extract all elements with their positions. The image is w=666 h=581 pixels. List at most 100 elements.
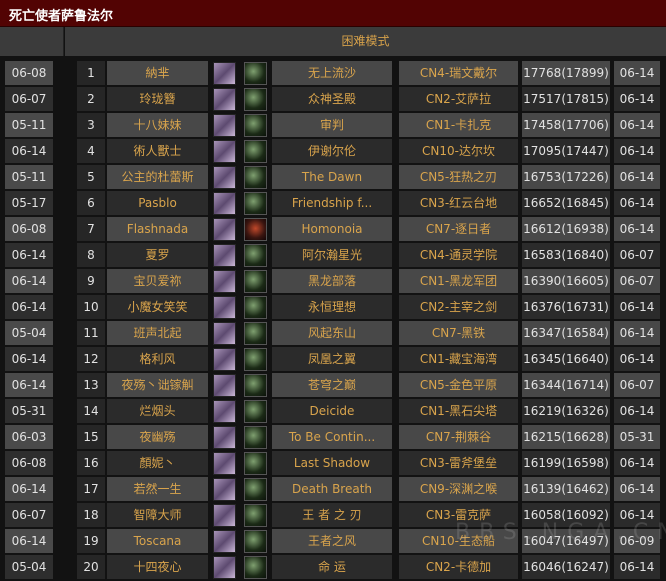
title-bar: 死亡使者萨鲁法尔 — [0, 0, 666, 27]
player-name-cell[interactable]: 烂烟头 — [107, 399, 208, 423]
class-emblem-icon — [213, 426, 236, 449]
guild-cell[interactable]: 永恒理想 — [272, 295, 392, 319]
realm-cell: CN3-雷克萨 — [399, 503, 518, 527]
rank-cell: 4 — [77, 139, 105, 163]
table-row[interactable]: 06-14 8 夏罗 阿尔瀚星光 CN4-通灵学院 16583(16840) 06-07 — [0, 243, 666, 267]
date-cell: 06-07 — [614, 243, 660, 267]
rank-cell: 3 — [77, 113, 105, 137]
player-name-cell[interactable]: 顏妮丶 — [107, 451, 208, 475]
guild-cell[interactable]: 苍穹之巅 — [272, 373, 392, 397]
player-name-cell[interactable]: 夜殇丶诎镓觓 — [107, 373, 208, 397]
score-cell: 16347(16584) — [522, 321, 610, 345]
spec-icon — [244, 88, 267, 111]
guild-cell[interactable]: To Be Contin... — [272, 425, 392, 449]
player-name-cell[interactable]: 公主的杜蕾斯 — [107, 165, 208, 189]
player-name-cell[interactable]: Toscana — [107, 529, 208, 553]
player-name-cell[interactable]: Pasblo — [107, 191, 208, 215]
table-row[interactable]: 06-07 2 玲珑簪 众神圣殿 CN2-艾萨拉 17517(17815) 06-14 — [0, 87, 666, 111]
table-row[interactable]: 05-11 3 十八妹妹 审判 CN1-卡扎克 17458(17706) 06-14 — [0, 113, 666, 137]
realm-cell: CN1-黑石尖塔 — [399, 399, 518, 423]
spec-icon — [244, 322, 267, 345]
guild-cell[interactable]: 无上流沙 — [272, 61, 392, 85]
guild-cell[interactable]: Friendship f... — [272, 191, 392, 215]
class-emblem-icon — [213, 166, 236, 189]
table-row[interactable]: 05-17 6 Pasblo Friendship f... CN3-红云台地 16652… — [0, 191, 666, 215]
date-cell: 06-14 — [614, 399, 660, 423]
realm-cell: CN2-主宰之剑 — [399, 295, 518, 319]
rank-cell: 11 — [77, 321, 105, 345]
guild-cell[interactable]: The Dawn — [272, 165, 392, 189]
realm-cell: CN2-卡德加 — [399, 555, 518, 579]
table-row[interactable]: 06-14 9 宝贝爱祢 黑龙部落 CN1-黑龙军团 16390(16605) 06-07 — [0, 269, 666, 293]
guild-cell[interactable]: 凤凰之翼 — [272, 347, 392, 371]
table-row[interactable]: 06-03 15 夜幽殇 To Be Contin... CN7-荆棘谷 16215(16… — [0, 425, 666, 449]
left-date-cell: 06-07 — [5, 87, 53, 111]
realm-cell: CN4-瑞文戴尔 — [399, 61, 518, 85]
player-name-cell[interactable]: 小魔女笑笑 — [107, 295, 208, 319]
table-row[interactable]: 06-14 4 術人獸士 伊谢尔伦 CN10-达尔坎 17095(17447) 06-14 — [0, 139, 666, 163]
date-cell: 06-14 — [614, 555, 660, 579]
score-cell: 16215(16628) — [522, 425, 610, 449]
guild-cell[interactable]: Death Breath — [272, 477, 392, 501]
class-emblem-icon — [213, 530, 236, 553]
table-row[interactable]: 05-11 5 公主的杜蕾斯 The Dawn CN5-狂热之刃 16753(17226)… — [0, 165, 666, 189]
realm-cell: CN1-黑龙军团 — [399, 269, 518, 293]
spec-icon — [244, 114, 267, 137]
realm-cell: CN3-红云台地 — [399, 191, 518, 215]
guild-cell[interactable]: 伊谢尔伦 — [272, 139, 392, 163]
guild-cell[interactable]: Deicide — [272, 399, 392, 423]
player-name-cell[interactable]: 夜幽殇 — [107, 425, 208, 449]
player-name-cell[interactable]: 術人獸士 — [107, 139, 208, 163]
date-cell: 05-31 — [614, 425, 660, 449]
player-name-cell[interactable]: 智障大师 — [107, 503, 208, 527]
table-row[interactable]: 06-14 13 夜殇丶诎镓觓 苍穹之巅 CN5-金色平原 16344(16714) 06-… — [0, 373, 666, 397]
score-cell: 16583(16840) — [522, 243, 610, 267]
player-name-cell[interactable]: 若然一生 — [107, 477, 208, 501]
spec-icon — [244, 452, 267, 475]
score-cell: 16344(16714) — [522, 373, 610, 397]
guild-cell[interactable]: 黑龙部落 — [272, 269, 392, 293]
date-cell: 06-14 — [614, 347, 660, 371]
guild-cell[interactable]: 审判 — [272, 113, 392, 137]
player-name-cell[interactable]: 班声北起 — [107, 321, 208, 345]
score-cell: 16058(16092) — [522, 503, 610, 527]
date-cell: 06-14 — [614, 503, 660, 527]
player-name-cell[interactable]: 格利风 — [107, 347, 208, 371]
left-date-cell: 05-11 — [5, 113, 53, 137]
difficulty-header[interactable]: 困难模式 — [65, 27, 666, 56]
left-date-cell: 06-14 — [5, 529, 53, 553]
score-cell: 17768(17899) — [522, 61, 610, 85]
table-row[interactable]: 05-31 14 烂烟头 Deicide CN1-黑石尖塔 16219(16326) 06-… — [0, 399, 666, 423]
table-row[interactable]: 06-14 19 Toscana 王者之风 CN10-生态船 16047(16497) 06… — [0, 529, 666, 553]
table-row[interactable]: 06-14 17 若然一生 Death Breath CN9-深渊之喉 16139(164… — [0, 477, 666, 501]
table-row[interactable]: 06-08 1 納芈 无上流沙 CN4-瑞文戴尔 17768(17899) 06-14 — [0, 61, 666, 85]
watermark: BBS.NGA.CN — [455, 520, 666, 545]
date-cell: 06-14 — [614, 191, 660, 215]
table-row[interactable]: 05-04 20 十四夜心 命 运 CN2-卡德加 16046(16247) 06-14 — [0, 555, 666, 579]
guild-cell[interactable]: 阿尔瀚星光 — [272, 243, 392, 267]
realm-cell: CN7-逐日者 — [399, 217, 518, 241]
guild-cell[interactable]: 王者之风 — [272, 529, 392, 553]
guild-cell[interactable]: Last Shadow — [272, 451, 392, 475]
guild-cell[interactable]: 王 者 之 刃 — [272, 503, 392, 527]
player-name-cell[interactable]: 玲珑簪 — [107, 87, 208, 111]
class-emblem-icon — [213, 114, 236, 137]
player-name-cell[interactable]: 十四夜心 — [107, 555, 208, 579]
date-cell: 06-14 — [614, 295, 660, 319]
player-name-cell[interactable]: 納芈 — [107, 61, 208, 85]
rank-cell: 20 — [77, 555, 105, 579]
table-row[interactable]: 06-08 7 Flashnada Homonoia CN7-逐日者 16612(1693… — [0, 217, 666, 241]
player-name-cell[interactable]: Flashnada — [107, 217, 208, 241]
guild-cell[interactable]: Homonoia — [272, 217, 392, 241]
player-name-cell[interactable]: 十八妹妹 — [107, 113, 208, 137]
guild-cell[interactable]: 众神圣殿 — [272, 87, 392, 111]
player-name-cell[interactable]: 夏罗 — [107, 243, 208, 267]
table-row[interactable]: 06-07 18 智障大师 王 者 之 刃 CN3-雷克萨 16058(16092) 06-… — [0, 503, 666, 527]
guild-cell[interactable]: 风起东山 — [272, 321, 392, 345]
guild-cell[interactable]: 命 运 — [272, 555, 392, 579]
player-name-cell[interactable]: 宝贝爱祢 — [107, 269, 208, 293]
table-row[interactable]: 05-04 11 班声北起 风起东山 CN7-黑铁 16347(16584) 06-14 — [0, 321, 666, 345]
table-row[interactable]: 06-14 12 格利风 凤凰之翼 CN1-藏宝海湾 16345(16640) 06-14 — [0, 347, 666, 371]
table-row[interactable]: 06-08 16 顏妮丶 Last Shadow CN3-雷斧堡垒 16199(16598… — [0, 451, 666, 475]
table-row[interactable]: 06-14 10 小魔女笑笑 永恒理想 CN2-主宰之剑 16376(16731) 06-1… — [0, 295, 666, 319]
